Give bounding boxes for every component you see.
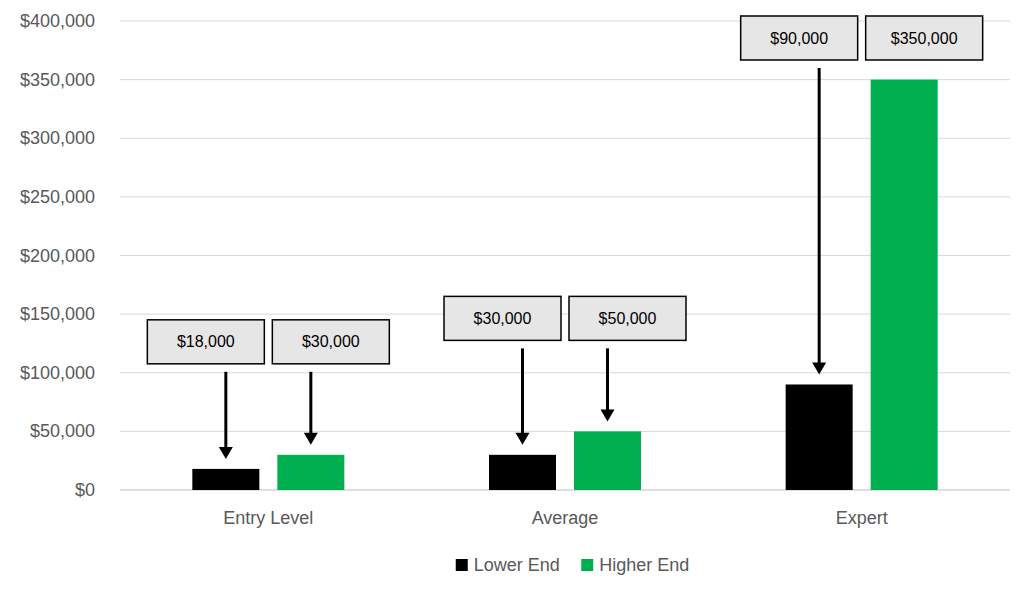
x-tick-label: Average bbox=[532, 508, 599, 528]
y-tick-label: $100,000 bbox=[20, 363, 95, 383]
callout-arrow bbox=[606, 348, 609, 411]
data-label: $18,000 bbox=[177, 333, 235, 350]
legend-label: Lower End bbox=[474, 555, 560, 575]
chart: $0 $50,000 $100,000 $150,000 $200,000 $250,00… bbox=[0, 0, 1029, 594]
y-tick-label: $0 bbox=[75, 480, 95, 500]
callout-arrowhead bbox=[516, 433, 530, 445]
y-tick-label: $200,000 bbox=[20, 246, 95, 266]
callout-arrow bbox=[224, 372, 227, 449]
data-label: $30,000 bbox=[474, 310, 532, 327]
y-tick-label: $50,000 bbox=[30, 421, 95, 441]
x-tick-label: Expert bbox=[836, 508, 888, 528]
bar bbox=[277, 455, 344, 490]
y-tick-label: $400,000 bbox=[20, 11, 95, 31]
callout-arrow bbox=[309, 372, 312, 435]
bar bbox=[871, 80, 938, 490]
callout-box bbox=[444, 296, 561, 340]
bar bbox=[192, 469, 259, 490]
callout-arrowhead bbox=[812, 362, 826, 374]
data-label: $50,000 bbox=[599, 310, 657, 327]
callout-box bbox=[147, 320, 264, 364]
callout-box bbox=[272, 320, 389, 364]
callout-arrowhead bbox=[601, 409, 615, 421]
callout-arrowhead bbox=[219, 447, 233, 459]
y-tick-label: $250,000 bbox=[20, 187, 95, 207]
legend-swatch bbox=[581, 559, 593, 571]
y-tick-label: $350,000 bbox=[20, 70, 95, 90]
bar bbox=[574, 431, 641, 490]
data-label: $30,000 bbox=[302, 333, 360, 350]
callout-box bbox=[866, 16, 983, 60]
callout-arrow bbox=[521, 348, 524, 434]
legend-label: Higher End bbox=[599, 555, 689, 575]
bars bbox=[192, 80, 937, 490]
x-tick-label: Entry Level bbox=[223, 508, 313, 528]
legend: Lower End Higher End bbox=[456, 555, 690, 575]
y-tick-label: $300,000 bbox=[20, 128, 95, 148]
callout-arrowhead bbox=[304, 433, 318, 445]
data-label: $350,000 bbox=[891, 30, 958, 47]
y-tick-label: $150,000 bbox=[20, 304, 95, 324]
callout-box bbox=[741, 16, 858, 60]
legend-swatch bbox=[456, 559, 468, 571]
callout-arrow bbox=[818, 68, 821, 364]
bar bbox=[786, 384, 853, 490]
data-labels: $18,000 $30,000 $30,000 $50,000 $90,000 $350,… bbox=[147, 16, 982, 459]
bar bbox=[489, 455, 556, 490]
callout-box bbox=[569, 296, 686, 340]
data-label: $90,000 bbox=[770, 30, 828, 47]
